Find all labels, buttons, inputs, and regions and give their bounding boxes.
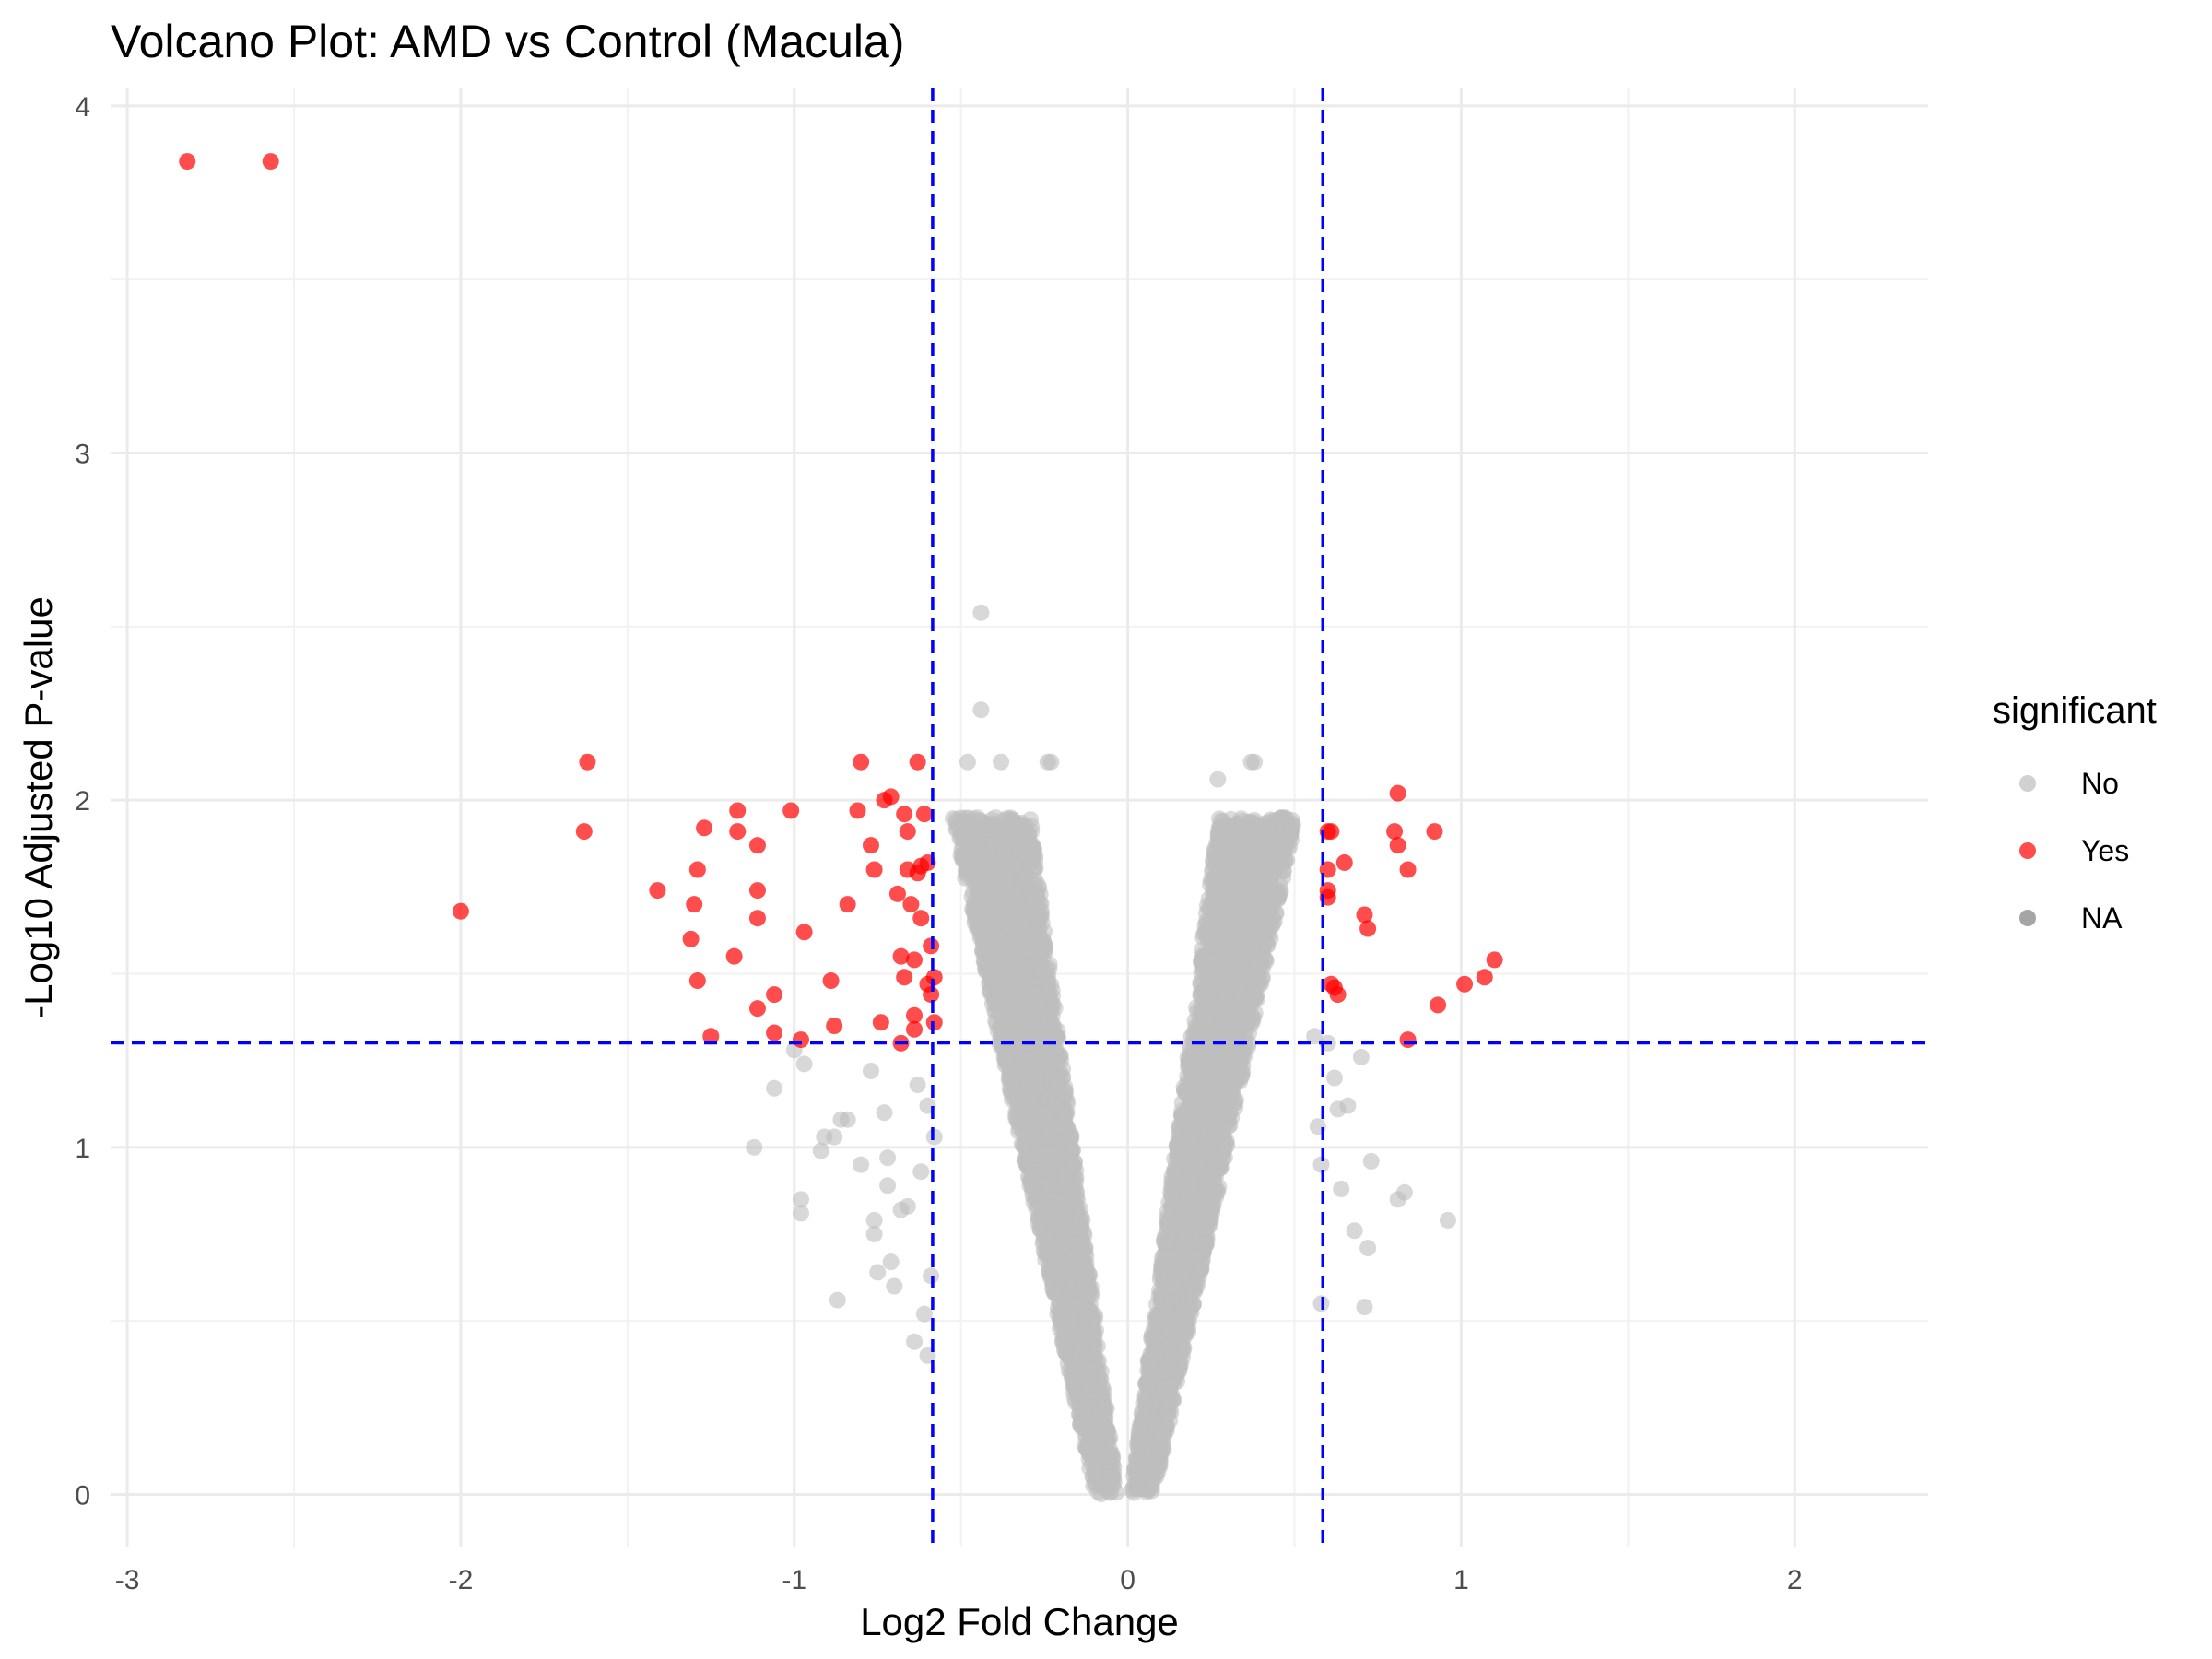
data-point-no <box>1173 1153 1191 1171</box>
data-point-no <box>956 831 973 849</box>
data-point-no <box>1196 1182 1214 1199</box>
data-point-no <box>1042 1041 1060 1059</box>
data-point-no <box>1036 944 1053 961</box>
data-point-no <box>1216 1129 1233 1147</box>
data-point-no <box>1256 950 1274 968</box>
data-point-no <box>1220 851 1238 868</box>
data-point-no <box>1128 1477 1146 1495</box>
data-point-no <box>1083 1288 1100 1305</box>
data-point-no <box>1209 899 1227 916</box>
data-point-no <box>1261 830 1278 847</box>
data-point-no <box>1065 1379 1083 1396</box>
data-point-no <box>1193 1254 1210 1272</box>
data-point-no <box>995 857 1013 875</box>
data-point-no <box>1035 1242 1053 1260</box>
data-point-no <box>1198 1227 1216 1244</box>
nonsignificant-point-cloud <box>944 809 1301 1502</box>
data-point-no <box>958 818 975 835</box>
grid-major <box>111 88 1928 1547</box>
data-point-no <box>1170 1133 1187 1150</box>
data-point-no <box>987 809 1005 827</box>
data-point-no <box>1216 1148 1233 1166</box>
data-point-no <box>1026 1080 1043 1098</box>
data-point-no <box>1139 1403 1157 1420</box>
data-point-no <box>1016 919 1033 936</box>
data-point-no <box>1086 1368 1103 1385</box>
data-point-no <box>1084 1381 1101 1398</box>
data-point-no <box>1030 1053 1047 1071</box>
data-point-no <box>1235 945 1253 962</box>
data-point-no <box>1233 1016 1251 1033</box>
data-point-no <box>1084 1467 1101 1485</box>
chart-title: Volcano Plot: AMD vs Control (Macula) <box>111 16 904 67</box>
data-point-no <box>1151 1282 1169 1300</box>
data-point-no <box>1218 1027 1236 1044</box>
data-point-no <box>1146 1337 1163 1355</box>
data-point-no <box>1020 827 1038 844</box>
data-point-no <box>1095 1401 1112 1418</box>
